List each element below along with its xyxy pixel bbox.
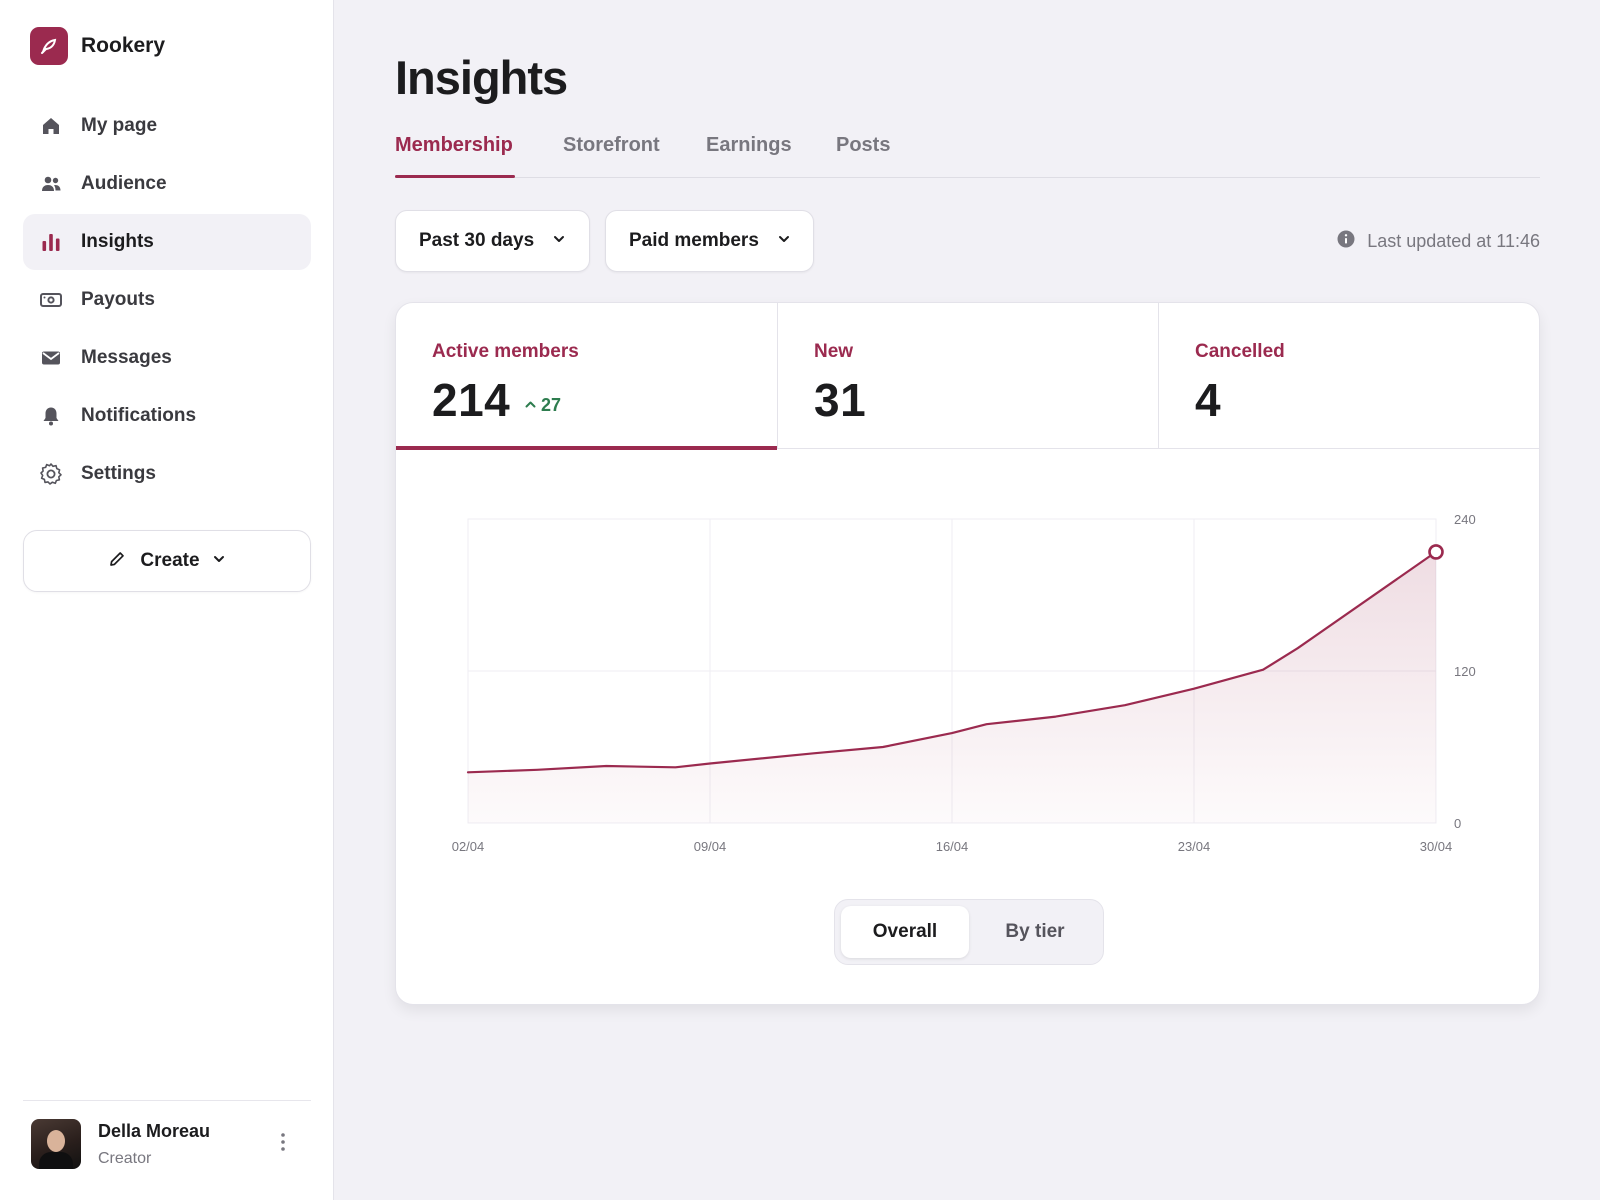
page-title: Insights <box>395 51 568 104</box>
x-tick-label: 09/04 <box>694 839 727 854</box>
active-tab-indicator <box>395 175 515 178</box>
brand[interactable]: Rookery <box>30 27 165 65</box>
user-profile: Della Moreau Creator <box>23 1100 311 1200</box>
sidebar-item-label: Messages <box>81 347 172 368</box>
x-tick-label: 23/04 <box>1178 839 1211 854</box>
membership-card: Active members 214 27 New 31 Cancelled 4… <box>395 302 1540 1005</box>
series-line <box>466 550 1438 774</box>
by-tier-toggle-button[interactable]: By tier <box>1005 921 1065 942</box>
brand-name: Rookery <box>81 34 166 57</box>
create-button-label: Create <box>140 550 200 571</box>
tab-bar: Membership Storefront Earnings Posts <box>395 130 1540 178</box>
kpi-delta: 27 <box>524 395 561 416</box>
people-icon <box>39 172 63 196</box>
y-tick-label: 240 <box>1454 512 1476 527</box>
membership-chart: 02/04 09/04 16/04 23/04 30/040 120 240 <box>452 512 1476 854</box>
sidebar-item-label: Insights <box>81 231 154 252</box>
pencil-icon <box>108 550 126 573</box>
sidebar-item-label: Audience <box>81 173 167 194</box>
chevron-down-icon <box>212 552 226 571</box>
kpi-active-members[interactable]: Active members 214 27 <box>396 303 777 450</box>
info-icon <box>1337 230 1367 253</box>
series-area <box>468 551 1436 823</box>
sidebar-item-label: My page <box>81 115 158 136</box>
audience-dropdown[interactable]: Paid members <box>605 210 814 272</box>
sidebar-item-label: Settings <box>81 463 156 484</box>
create-button[interactable]: Create <box>23 530 311 592</box>
audience-dropdown-label: Paid members <box>629 230 759 251</box>
view-toggle: Overall By tier <box>834 899 1104 965</box>
user-role: Creator <box>98 1150 152 1167</box>
kpi-label: Active members <box>432 341 579 362</box>
sidebar-item-label: Notifications <box>81 405 197 426</box>
y-tick-label: 120 <box>1454 664 1476 679</box>
home-icon <box>39 114 63 138</box>
tab-storefront[interactable]: Storefront <box>563 134 660 156</box>
kpi-new[interactable]: New 31 <box>777 303 1158 449</box>
kpi-delta-value: 27 <box>541 395 562 415</box>
vertical-dots-icon <box>280 1132 286 1157</box>
sidebar-item-settings[interactable]: Settings <box>23 446 311 502</box>
latest-point-marker <box>1428 544 1444 560</box>
more-options-button[interactable] <box>271 1131 295 1157</box>
x-tick-label: 02/04 <box>452 839 485 854</box>
kpi-value: 31 <box>814 374 867 426</box>
sidebar: Rookery My page Audience Insights Payout… <box>0 0 334 1200</box>
kpi-value: 214 <box>432 374 511 426</box>
bar-chart-icon <box>39 230 63 254</box>
tab-posts[interactable]: Posts <box>836 134 891 156</box>
bell-icon <box>39 404 63 428</box>
last-updated-text: Last updated at 11:46 <box>1367 231 1540 251</box>
sidebar-item-notifications[interactable]: Notifications <box>23 388 311 444</box>
period-dropdown-label: Past 30 days <box>419 230 535 251</box>
kpi-label: New <box>814 341 854 362</box>
period-dropdown[interactable]: Past 30 days <box>395 210 590 272</box>
y-tick-label: 0 <box>1454 816 1461 831</box>
x-tick-label: 16/04 <box>936 839 969 854</box>
sidebar-item-label: Payouts <box>81 289 155 310</box>
sidebar-item-insights[interactable]: Insights <box>23 214 311 270</box>
active-kpi-indicator <box>396 446 777 450</box>
sidebar-item-audience[interactable]: Audience <box>23 156 311 212</box>
gear-icon <box>39 462 63 486</box>
sidebar-item-payouts[interactable]: Payouts <box>23 272 311 328</box>
quill-logo-icon <box>30 27 68 65</box>
kpi-label: Cancelled <box>1195 341 1285 362</box>
chevron-up-icon <box>524 395 541 416</box>
kpi-cancelled[interactable]: Cancelled 4 <box>1158 303 1539 449</box>
envelope-icon <box>39 346 63 370</box>
tab-membership[interactable]: Membership <box>395 134 513 156</box>
kpi-row: Active members 214 27 New 31 Cancelled 4 <box>396 303 1539 450</box>
last-updated: Last updated at 11:46 <box>1337 230 1540 253</box>
overall-toggle-button[interactable]: Overall <box>841 906 969 958</box>
chevron-down-icon <box>552 232 566 251</box>
avatar[interactable] <box>31 1119 81 1169</box>
kpi-value: 4 <box>1195 374 1222 426</box>
tab-earnings[interactable]: Earnings <box>706 134 792 156</box>
sidebar-item-my-page[interactable]: My page <box>23 98 311 154</box>
x-tick-label: 30/04 <box>1420 839 1453 854</box>
user-name: Della Moreau <box>98 1121 211 1141</box>
banknote-icon <box>39 288 63 312</box>
sidebar-nav: My page Audience Insights Payouts Messag… <box>23 98 311 504</box>
chevron-down-icon <box>777 232 791 251</box>
sidebar-item-messages[interactable]: Messages <box>23 330 311 386</box>
